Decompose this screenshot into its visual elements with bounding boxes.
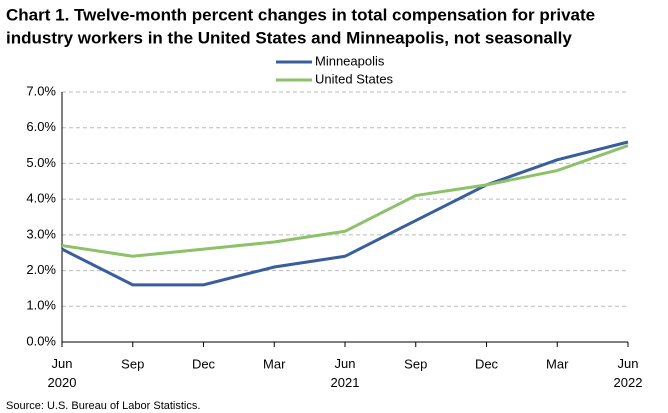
y-tick-label: 2.0% <box>26 262 56 277</box>
x-tick-label: Dec <box>475 356 499 371</box>
x-tick-label-part: Jun <box>618 356 639 371</box>
x-tick-label-part: 2021 <box>331 375 360 390</box>
y-tick-label: 3.0% <box>26 226 56 241</box>
chart-title: industry workers in the United States an… <box>6 28 572 47</box>
y-tick-label: 6.0% <box>26 119 56 134</box>
chart-title: Chart 1. Twelve-month percent changes in… <box>6 5 595 24</box>
y-tick-label: 0.0% <box>26 333 56 348</box>
x-tick-label-part: Jun <box>52 356 73 371</box>
x-tick-label-part: 2020 <box>48 375 77 390</box>
x-tick-label: Mar <box>263 356 286 371</box>
x-tick-label: Sep <box>404 356 427 371</box>
x-tick-label-part: Jun <box>335 356 356 371</box>
x-tick-label-part: 2022 <box>614 375 643 390</box>
y-tick-label: 5.0% <box>26 155 56 170</box>
x-tick-label: Jun 2020 <box>48 356 77 390</box>
series-line <box>61 144 629 258</box>
y-tick-label: 1.0% <box>26 298 56 313</box>
y-tick-label: 4.0% <box>26 191 56 206</box>
x-tick-label: Jun 2021 <box>331 356 360 390</box>
y-tick-label: 7.0% <box>26 83 56 98</box>
x-tick-label: Sep <box>121 356 144 371</box>
series-line <box>61 140 629 287</box>
legend-label: United States <box>315 71 394 86</box>
x-tick-label: Jun 2022 <box>614 356 643 390</box>
x-tick-label: Dec <box>192 356 216 371</box>
x-tick-label: Mar <box>546 356 569 371</box>
source-note: Source: U.S. Bureau of Labor Statistics. <box>6 400 200 412</box>
legend-label: Minneapolis <box>315 53 385 68</box>
